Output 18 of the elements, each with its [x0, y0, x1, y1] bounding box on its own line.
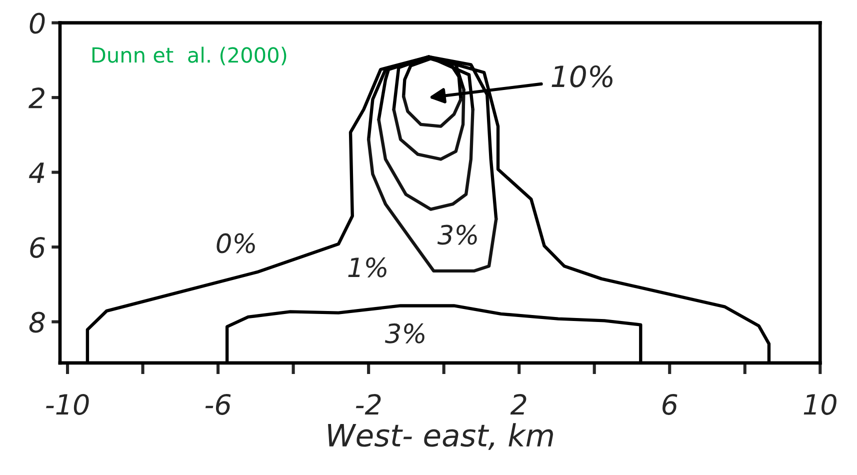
annotation: 3%: [437, 224, 477, 245]
x-tick-label: -6: [205, 394, 231, 415]
x-tick-label: -10: [46, 394, 89, 415]
y-tick-label: 6: [30, 236, 45, 258]
annotation: Dunn et al. (2000): [92, 46, 286, 66]
x-axis-title: West- east, km: [328, 423, 553, 450]
annotation: 0%: [216, 233, 255, 254]
x-tick-label: 6: [662, 394, 678, 415]
annotation: 1%: [348, 257, 386, 278]
annotation: 3%: [384, 323, 424, 344]
y-tick-label: 0: [30, 12, 45, 34]
x-tick-label: 2: [510, 394, 526, 415]
y-tick-label: 4: [28, 162, 44, 183]
x-tick-label: 10: [804, 394, 836, 415]
y-tick-label: 2: [28, 87, 44, 108]
y-tick-label: 8: [29, 312, 45, 333]
annotation: 10%: [552, 65, 612, 88]
x-tick-label: -2: [356, 394, 381, 415]
